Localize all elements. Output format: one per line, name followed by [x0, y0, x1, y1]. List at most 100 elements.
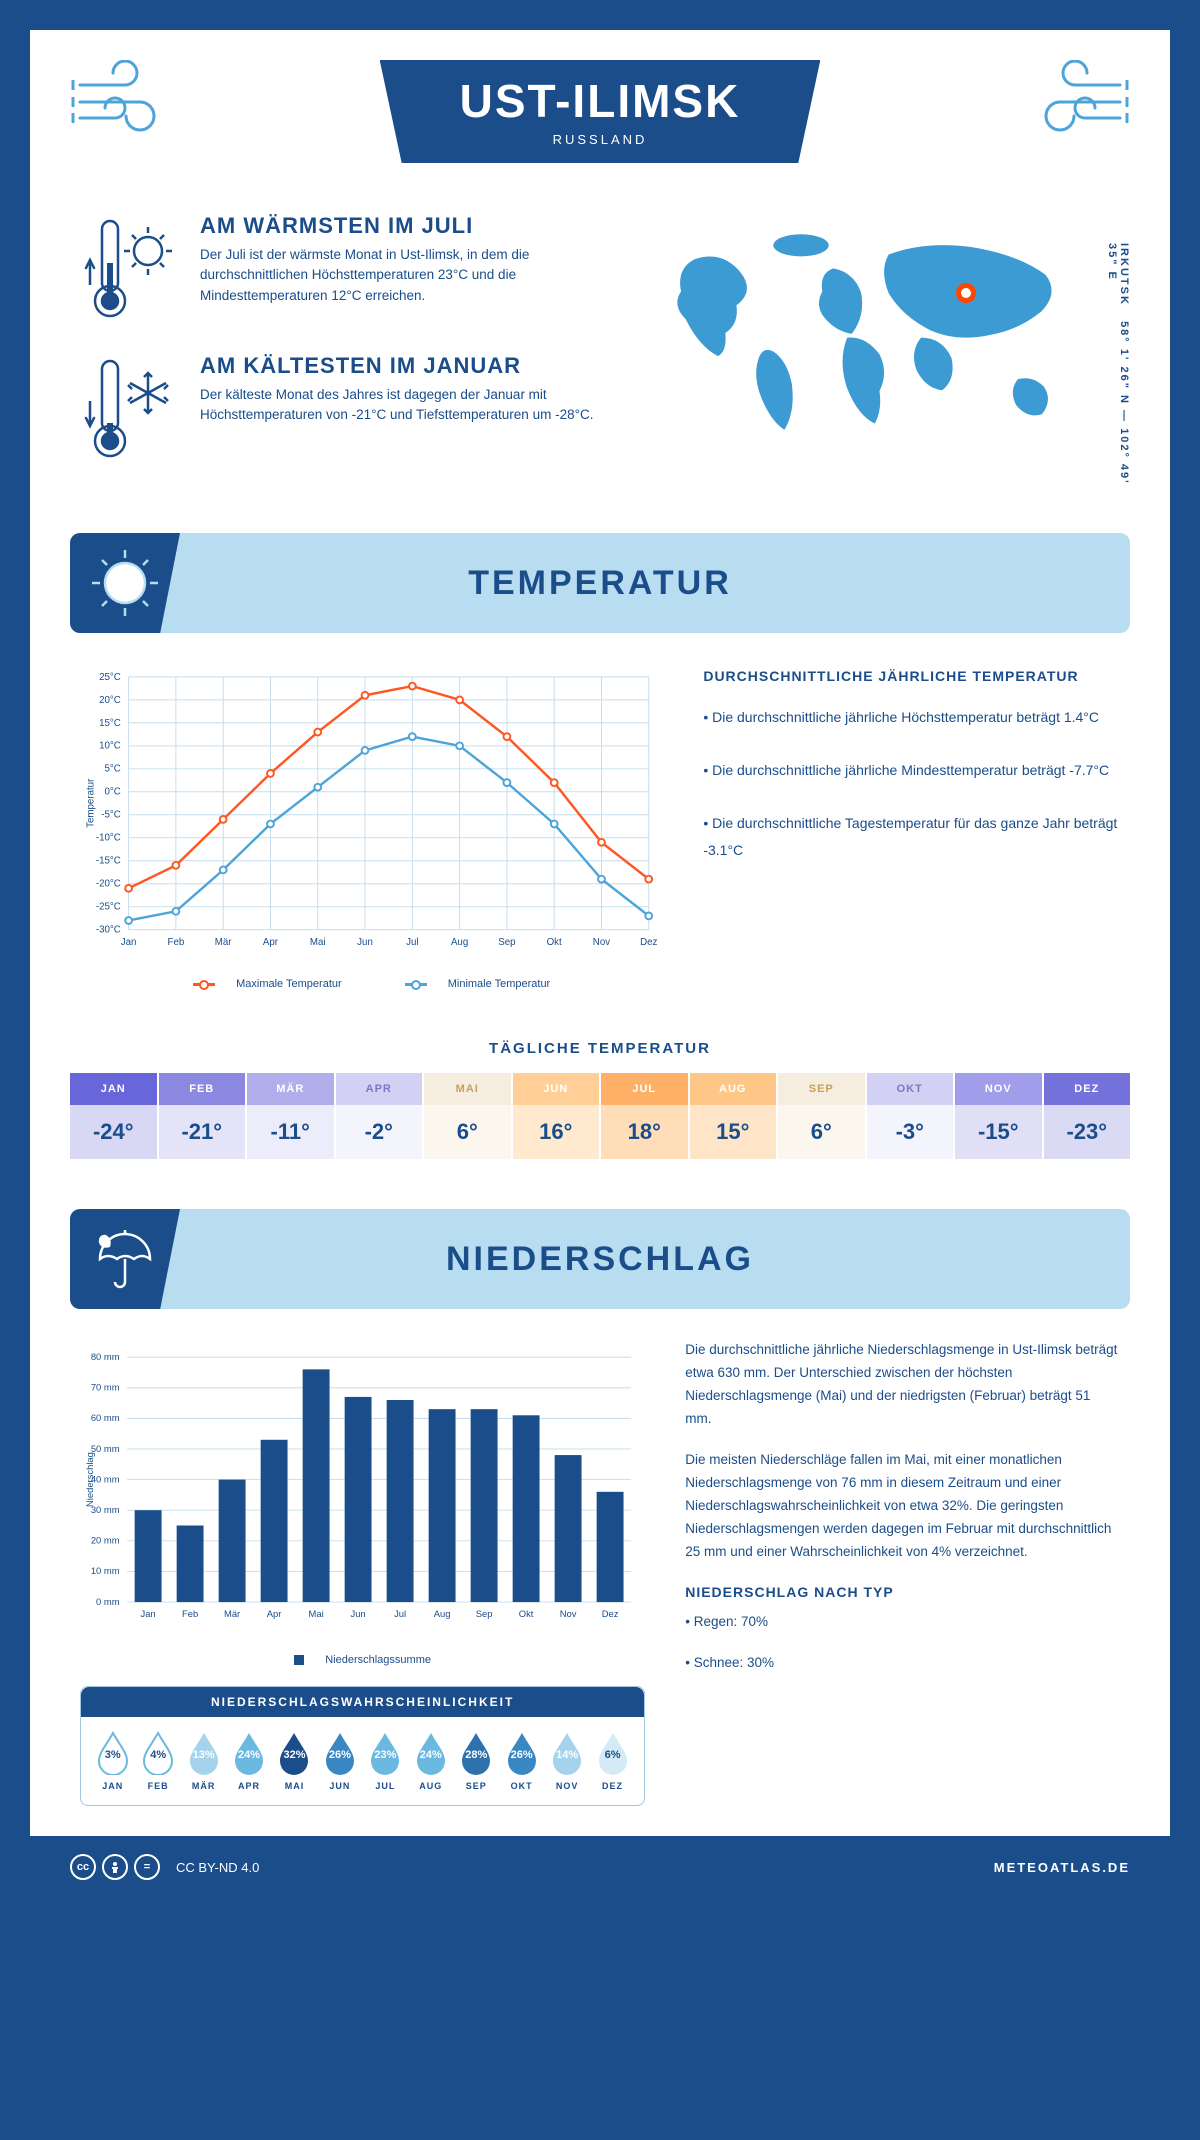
- daily-temp-grid: JAN -24°FEB -21°MÄR -11°APR -2°MAI 6°JUN…: [70, 1073, 1130, 1159]
- prob-cell: 32% MAI: [273, 1731, 316, 1791]
- daily-cell: FEB -21°: [159, 1073, 246, 1159]
- world-map: IRKUTSK 58° 1' 26" N — 102° 49' 35" E: [639, 213, 1120, 493]
- thermometer-cold-icon: [80, 353, 180, 463]
- svg-text:Sep: Sep: [498, 937, 515, 948]
- precip-section-header: NIEDERSCHLAG: [70, 1209, 1130, 1309]
- prob-title: NIEDERSCHLAGSWAHRSCHEINLICHKEIT: [81, 1687, 644, 1717]
- svg-text:0 mm: 0 mm: [96, 1596, 120, 1607]
- svg-text:Nov: Nov: [593, 937, 610, 948]
- wind-icon: [1020, 60, 1130, 140]
- cold-title: AM KÄLTESTEN IM JANUAR: [200, 353, 609, 379]
- prob-cell: 23% JUL: [364, 1731, 407, 1791]
- daily-cell: SEP 6°: [778, 1073, 865, 1159]
- svg-text:Niederschlag: Niederschlag: [84, 1452, 95, 1507]
- temperature-chart: -30°C-25°C-20°C-15°C-10°C-5°C0°C5°C10°C1…: [80, 663, 663, 990]
- svg-text:Temperatur: Temperatur: [86, 778, 97, 828]
- precip-legend: Niederschlagssumme: [80, 1654, 645, 1666]
- header: UST-ILIMSK RUSSLAND: [30, 30, 1170, 183]
- temp-facts-title: DURCHSCHNITTLICHE JÄHRLICHE TEMPERATUR: [703, 663, 1120, 690]
- prob-cell: 6% DEZ: [591, 1731, 634, 1791]
- cold-text: Der kälteste Monat des Jahres ist dagege…: [200, 385, 609, 426]
- daily-cell: OKT -3°: [867, 1073, 954, 1159]
- precip-text: Die durchschnittliche jährliche Niedersc…: [685, 1339, 1120, 1806]
- svg-text:Apr: Apr: [267, 1608, 282, 1619]
- footer: cc = CC BY-ND 4.0 METEOATLAS.DE: [30, 1836, 1170, 1898]
- svg-text:20 mm: 20 mm: [91, 1535, 120, 1546]
- svg-text:-25°C: -25°C: [96, 902, 121, 913]
- svg-text:-20°C: -20°C: [96, 879, 121, 890]
- svg-text:Okt: Okt: [547, 937, 562, 948]
- sun-icon: [90, 548, 160, 618]
- svg-text:Jan: Jan: [141, 1608, 156, 1619]
- daily-cell: JUN 16°: [513, 1073, 600, 1159]
- by-icon: [102, 1854, 128, 1880]
- svg-text:-15°C: -15°C: [96, 856, 121, 867]
- world-map-svg: [639, 213, 1120, 453]
- svg-text:Feb: Feb: [182, 1608, 198, 1619]
- cc-icon: cc: [70, 1854, 96, 1880]
- svg-text:10 mm: 10 mm: [91, 1565, 120, 1576]
- svg-text:Nov: Nov: [560, 1608, 577, 1619]
- country-label: RUSSLAND: [460, 132, 741, 147]
- daily-temp-title: TÄGLICHE TEMPERATUR: [30, 1040, 1170, 1057]
- temp-facts: DURCHSCHNITTLICHE JÄHRLICHE TEMPERATUR •…: [703, 663, 1120, 990]
- svg-text:Mai: Mai: [310, 937, 326, 948]
- svg-text:Dez: Dez: [602, 1608, 619, 1619]
- thermometer-hot-icon: [80, 213, 180, 323]
- cold-fact: AM KÄLTESTEN IM JANUAR Der kälteste Mona…: [80, 353, 609, 463]
- umbrella-icon: [90, 1224, 160, 1294]
- prob-cell: 24% APR: [227, 1731, 270, 1791]
- nd-icon: =: [134, 1854, 160, 1880]
- title-banner: UST-ILIMSK RUSSLAND: [380, 60, 821, 163]
- license-badge: cc = CC BY-ND 4.0: [70, 1854, 259, 1880]
- wind-icon: [70, 60, 180, 140]
- prob-cell: 4% FEB: [136, 1731, 179, 1791]
- svg-text:-30°C: -30°C: [96, 925, 121, 936]
- svg-text:Mär: Mär: [215, 937, 233, 948]
- svg-text:Jun: Jun: [357, 937, 373, 948]
- daily-cell: JUL 18°: [601, 1073, 688, 1159]
- svg-text:0°C: 0°C: [105, 787, 121, 798]
- svg-text:Apr: Apr: [263, 937, 279, 948]
- svg-text:15°C: 15°C: [99, 718, 121, 729]
- svg-text:Jul: Jul: [394, 1608, 406, 1619]
- svg-text:Jan: Jan: [121, 937, 137, 948]
- license-text: CC BY-ND 4.0: [176, 1860, 259, 1875]
- prob-cell: 26% JUN: [318, 1731, 361, 1791]
- prob-cell: 26% OKT: [500, 1731, 543, 1791]
- svg-text:10°C: 10°C: [99, 741, 121, 752]
- svg-text:Dez: Dez: [640, 937, 657, 948]
- svg-text:5°C: 5°C: [105, 764, 121, 775]
- svg-text:Aug: Aug: [451, 937, 468, 948]
- daily-cell: NOV -15°: [955, 1073, 1042, 1159]
- precip-probability-box: NIEDERSCHLAGSWAHRSCHEINLICHKEIT 3% JAN 4…: [80, 1686, 645, 1806]
- temperature-section-header: TEMPERATUR: [70, 533, 1130, 633]
- prob-cell: 28% SEP: [455, 1731, 498, 1791]
- prob-cell: 24% AUG: [409, 1731, 452, 1791]
- daily-cell: JAN -24°: [70, 1073, 157, 1159]
- svg-text:Sep: Sep: [476, 1608, 493, 1619]
- prob-cell: 14% NOV: [545, 1731, 588, 1791]
- warm-fact: AM WÄRMSTEN IM JULI Der Juli ist der wär…: [80, 213, 609, 323]
- intro-section: AM WÄRMSTEN IM JULI Der Juli ist der wär…: [30, 183, 1170, 533]
- svg-text:Mai: Mai: [309, 1608, 324, 1619]
- warm-title: AM WÄRMSTEN IM JULI: [200, 213, 609, 239]
- daily-cell: AUG 15°: [690, 1073, 777, 1159]
- daily-cell: APR -2°: [336, 1073, 423, 1159]
- coordinates-label: IRKUTSK 58° 1' 26" N — 102° 49' 35" E: [1106, 243, 1130, 493]
- svg-text:Jul: Jul: [406, 937, 418, 948]
- svg-text:Okt: Okt: [519, 1608, 534, 1619]
- temp-section-title: TEMPERATUR: [468, 564, 732, 603]
- svg-text:20°C: 20°C: [99, 695, 121, 706]
- precip-type-title: NIEDERSCHLAG NACH TYP: [685, 1581, 1120, 1605]
- svg-text:80 mm: 80 mm: [91, 1351, 120, 1362]
- svg-text:-5°C: -5°C: [101, 810, 121, 821]
- svg-text:Mär: Mär: [224, 1608, 240, 1619]
- svg-text:60 mm: 60 mm: [91, 1412, 120, 1423]
- svg-text:Jun: Jun: [351, 1608, 366, 1619]
- svg-text:Aug: Aug: [434, 1608, 451, 1619]
- svg-text:70 mm: 70 mm: [91, 1382, 120, 1393]
- warm-text: Der Juli ist der wärmste Monat in Ust-Il…: [200, 245, 609, 306]
- site-name: METEOATLAS.DE: [994, 1860, 1130, 1875]
- svg-text:Feb: Feb: [168, 937, 185, 948]
